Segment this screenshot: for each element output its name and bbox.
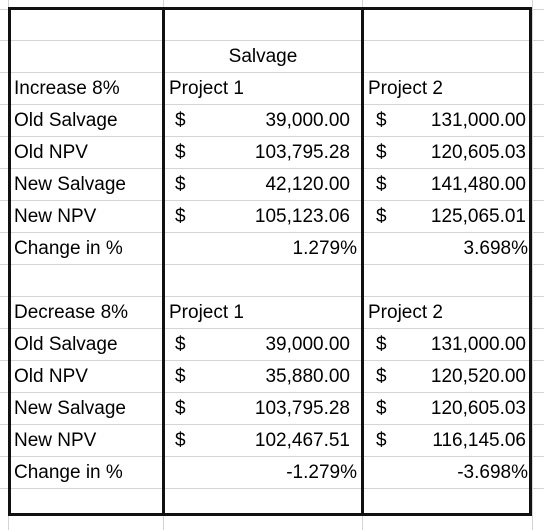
project1-value[interactable]: 103,795.28 bbox=[254, 398, 350, 419]
row-label[interactable]: Old NPV bbox=[14, 366, 88, 387]
change-project1[interactable]: -1.279% bbox=[286, 462, 357, 483]
currency-symbol: $ bbox=[175, 398, 186, 419]
project2-value[interactable]: 131,000.00 bbox=[430, 110, 526, 131]
currency-symbol: $ bbox=[376, 174, 387, 195]
row-label[interactable]: New Salvage bbox=[14, 174, 126, 195]
project2-value[interactable]: 131,000.00 bbox=[430, 334, 526, 355]
increase-project1-header[interactable]: Project 1 bbox=[169, 78, 244, 99]
decrease-label[interactable]: Decrease 8% bbox=[14, 302, 129, 323]
row-label[interactable]: New NPV bbox=[14, 430, 97, 451]
project2-value[interactable]: 125,065.01 bbox=[430, 206, 526, 227]
change-project2[interactable]: 3.698% bbox=[463, 238, 528, 259]
currency-symbol: $ bbox=[376, 142, 387, 163]
project2-value[interactable]: 120,605.03 bbox=[430, 398, 526, 419]
project1-value[interactable]: 42,120.00 bbox=[265, 174, 350, 195]
row-label[interactable]: New Salvage bbox=[14, 398, 126, 419]
project2-value[interactable]: 120,605.03 bbox=[430, 142, 526, 163]
project1-value[interactable]: 35,880.00 bbox=[265, 366, 350, 387]
currency-symbol: $ bbox=[175, 110, 186, 131]
column-border-left bbox=[162, 7, 165, 516]
change-label[interactable]: Change in % bbox=[14, 462, 123, 483]
project1-value[interactable]: 39,000.00 bbox=[265, 110, 350, 131]
currency-symbol: $ bbox=[376, 206, 387, 227]
project1-value[interactable]: 105,123.06 bbox=[254, 206, 350, 227]
currency-symbol: $ bbox=[175, 430, 186, 451]
currency-symbol: $ bbox=[376, 398, 387, 419]
currency-symbol: $ bbox=[175, 174, 186, 195]
project2-value[interactable]: 116,145.06 bbox=[432, 430, 526, 451]
project1-value[interactable]: 39,000.00 bbox=[265, 334, 350, 355]
row-label[interactable]: Old Salvage bbox=[14, 110, 118, 131]
currency-symbol: $ bbox=[175, 142, 186, 163]
currency-symbol: $ bbox=[376, 366, 387, 387]
currency-symbol: $ bbox=[376, 430, 387, 451]
currency-symbol: $ bbox=[175, 366, 186, 387]
project2-value[interactable]: 120,520.00 bbox=[430, 366, 526, 387]
salvage-header[interactable]: Salvage bbox=[228, 46, 298, 67]
change-label[interactable]: Change in % bbox=[14, 238, 123, 259]
increase-project2-header[interactable]: Project 2 bbox=[368, 78, 443, 99]
decrease-project1-header[interactable]: Project 1 bbox=[169, 302, 244, 323]
currency-symbol: $ bbox=[376, 334, 387, 355]
project1-value[interactable]: 102,467.51 bbox=[254, 430, 350, 451]
change-project2[interactable]: -3.698% bbox=[457, 462, 528, 483]
column-border-right bbox=[361, 7, 364, 516]
row-label[interactable]: Old Salvage bbox=[14, 334, 118, 355]
decrease-project2-header[interactable]: Project 2 bbox=[368, 302, 443, 323]
row-label[interactable]: Old NPV bbox=[14, 142, 88, 163]
change-project1[interactable]: 1.279% bbox=[292, 238, 357, 259]
increase-label[interactable]: Increase 8% bbox=[14, 78, 120, 99]
currency-symbol: $ bbox=[376, 110, 387, 131]
project2-value[interactable]: 141,480.00 bbox=[430, 174, 526, 195]
currency-symbol: $ bbox=[175, 206, 186, 227]
currency-symbol: $ bbox=[175, 334, 186, 355]
row-label[interactable]: New NPV bbox=[14, 206, 97, 227]
project1-value[interactable]: 103,795.28 bbox=[254, 142, 350, 163]
